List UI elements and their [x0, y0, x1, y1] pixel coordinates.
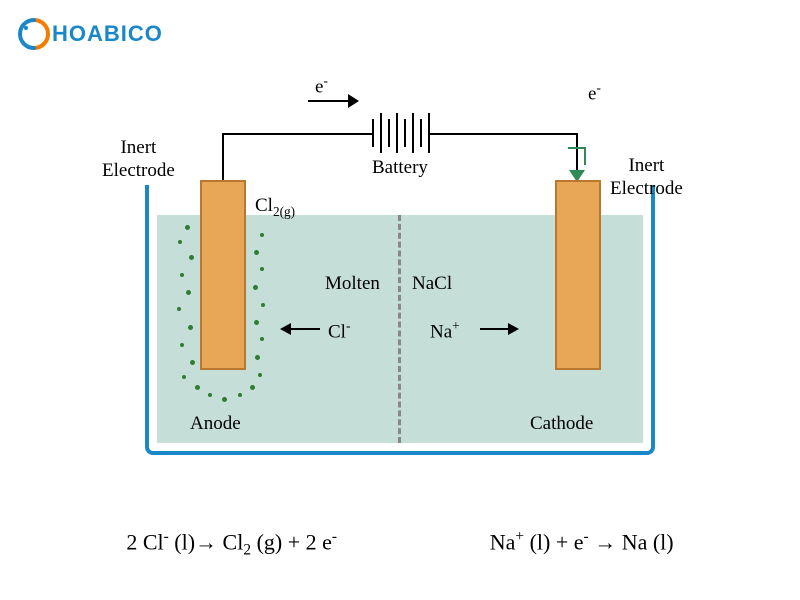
logo-icon: [18, 18, 50, 50]
half-reactions: 2 Cl- (l)→ Cl2 (g) + 2 e- Na+ (l) + e- →…: [0, 528, 800, 560]
logo-text: HOABICO: [52, 21, 163, 47]
na-ion-arrow-line: [480, 328, 510, 330]
battery-label: Battery: [372, 157, 428, 179]
wire-left-vertical: [222, 133, 224, 183]
electron-label-right: e-: [588, 80, 601, 105]
logo: HOABICO: [18, 18, 163, 50]
cl-ion-label: Cl-: [328, 318, 350, 343]
cathode-label: Cathode: [530, 413, 593, 435]
wire-right-vertical: [576, 133, 578, 175]
wire-left-horizontal: [222, 133, 372, 135]
molten-label: Molten: [325, 273, 380, 295]
anode-electrode: [200, 180, 246, 370]
na-ion-arrowhead: [508, 323, 519, 335]
electron-flow-arrowhead: [348, 94, 359, 108]
membrane-divider: [398, 215, 401, 443]
electron-arrow-right-stem2: [584, 147, 586, 165]
electron-label-left: e-: [315, 73, 328, 98]
cl-ion-arrow-line: [290, 328, 320, 330]
cl2-gas-label: Cl2(g): [255, 195, 295, 220]
cathode-equation: Na+ (l) + e- → Na (l): [490, 528, 674, 560]
na-ion-label: Na+: [430, 318, 460, 343]
electron-flow-line: [308, 100, 350, 102]
anode-equation: 2 Cl- (l)→ Cl2 (g) + 2 e-: [126, 528, 337, 560]
battery: [372, 113, 428, 153]
wire-right-horizontal: [428, 133, 578, 135]
cathode-electrode: [555, 180, 601, 370]
nacl-label: NaCl: [412, 273, 452, 295]
inert-electrode-right-label: Inert Electrode: [610, 155, 683, 201]
inert-electrode-left-label: Inert Electrode: [102, 137, 175, 183]
cl-ion-arrowhead: [280, 323, 291, 335]
electrolysis-diagram: e- e- Inert Electrode Inert Electrode Ba…: [110, 55, 690, 475]
anode-label: Anode: [190, 413, 241, 435]
